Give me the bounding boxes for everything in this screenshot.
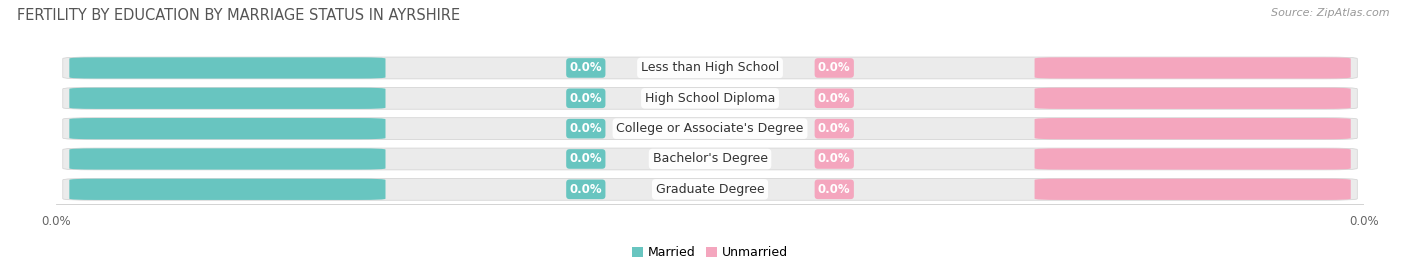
Text: Less than High School: Less than High School (641, 61, 779, 75)
Text: 0.0%: 0.0% (569, 61, 602, 75)
FancyBboxPatch shape (63, 57, 1357, 79)
FancyBboxPatch shape (1035, 88, 1351, 109)
FancyBboxPatch shape (63, 118, 1357, 140)
FancyBboxPatch shape (63, 87, 1357, 109)
Text: College or Associate's Degree: College or Associate's Degree (616, 122, 804, 135)
Text: 0.0%: 0.0% (818, 152, 851, 165)
Text: 0.0%: 0.0% (569, 92, 602, 105)
Text: 0.0%: 0.0% (818, 61, 851, 75)
Text: Bachelor's Degree: Bachelor's Degree (652, 152, 768, 165)
FancyBboxPatch shape (1035, 118, 1351, 139)
Text: 0.0%: 0.0% (569, 122, 602, 135)
FancyBboxPatch shape (69, 57, 385, 79)
FancyBboxPatch shape (63, 178, 1357, 200)
FancyBboxPatch shape (69, 88, 385, 109)
Text: Source: ZipAtlas.com: Source: ZipAtlas.com (1271, 8, 1389, 18)
Text: FERTILITY BY EDUCATION BY MARRIAGE STATUS IN AYRSHIRE: FERTILITY BY EDUCATION BY MARRIAGE STATU… (17, 8, 460, 23)
Text: 0.0%: 0.0% (818, 183, 851, 196)
Text: 0.0%: 0.0% (818, 92, 851, 105)
FancyBboxPatch shape (1035, 148, 1351, 170)
Text: 0.0%: 0.0% (569, 152, 602, 165)
FancyBboxPatch shape (63, 148, 1357, 170)
FancyBboxPatch shape (1035, 179, 1351, 200)
Text: Graduate Degree: Graduate Degree (655, 183, 765, 196)
FancyBboxPatch shape (69, 148, 385, 170)
Legend: Married, Unmarried: Married, Unmarried (631, 246, 789, 259)
FancyBboxPatch shape (69, 179, 385, 200)
FancyBboxPatch shape (69, 118, 385, 139)
Text: High School Diploma: High School Diploma (645, 92, 775, 105)
Text: 0.0%: 0.0% (569, 183, 602, 196)
Text: 0.0%: 0.0% (818, 122, 851, 135)
FancyBboxPatch shape (1035, 57, 1351, 79)
